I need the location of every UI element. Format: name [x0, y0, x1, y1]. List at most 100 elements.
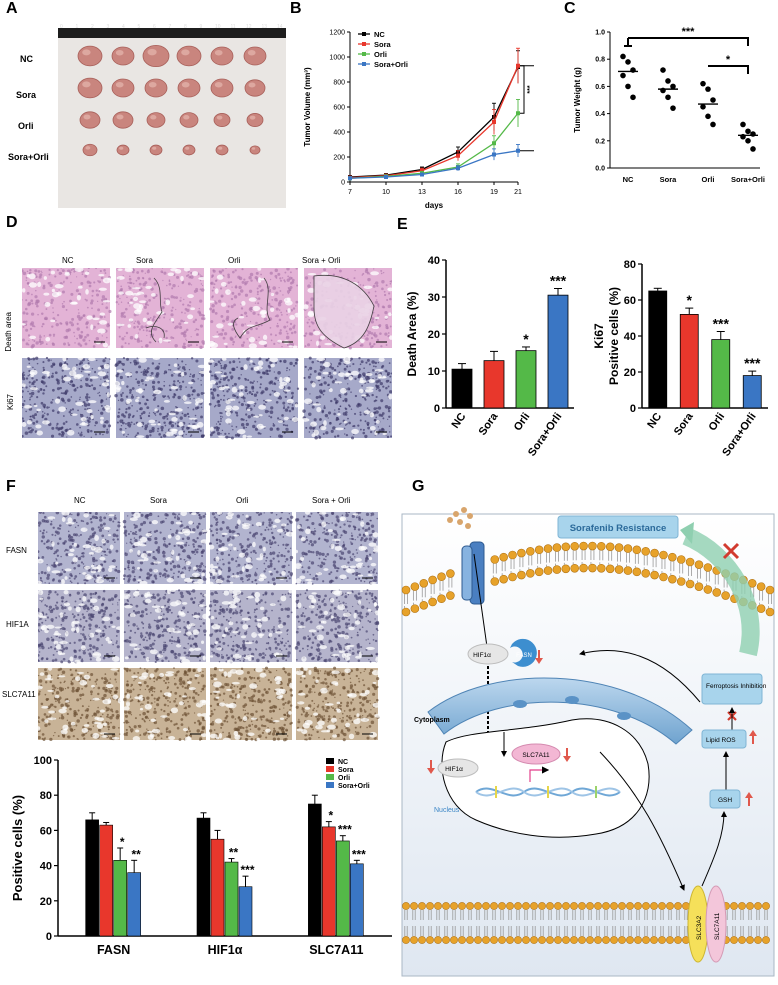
- y-tick-label: 0.8: [595, 57, 605, 64]
- y-tick-label: 60: [40, 825, 52, 837]
- data-point: [516, 148, 520, 153]
- ferroptosis-label: Ferroptosis Inhibition: [706, 683, 767, 690]
- ruler-number: 13: [261, 24, 268, 30]
- legend-entry: Orli: [338, 775, 350, 782]
- panel-d: NC Sora Orli Sora + Orli Death area Ki67: [0, 228, 395, 443]
- data-point: [620, 53, 626, 60]
- ihc-stain-image: [38, 512, 121, 585]
- ihc-grid: [38, 512, 381, 743]
- fasn-down-arrow: [535, 650, 543, 664]
- slc7a11-nucleus-label: SLC7A11: [522, 752, 550, 759]
- significance-stars: ***: [744, 355, 761, 371]
- ihc-stain-image: [207, 512, 295, 586]
- y-tick-label: 40: [40, 861, 52, 873]
- f-row-slc7a11: SLC7A11: [2, 690, 36, 699]
- significance-stars: ***: [527, 85, 534, 93]
- hif1a-nucleus-label: HIF1α: [445, 766, 463, 773]
- data-point: [740, 121, 746, 128]
- data-point: [516, 63, 520, 68]
- gsh-up-arrow: [745, 792, 753, 806]
- data-point: [665, 94, 671, 101]
- ruler-number: 2: [91, 24, 94, 30]
- y-tick-label: 600: [333, 105, 345, 112]
- ihc-stain-image: [294, 512, 381, 585]
- slc7a11-down-arrow: [563, 748, 571, 762]
- uptake-arrow: [473, 553, 491, 655]
- y-tick-label: 0: [434, 403, 440, 415]
- y-tick-label: 0.4: [595, 111, 605, 118]
- y-tick-label: 20: [624, 367, 636, 379]
- x-tick-label: NC: [623, 175, 634, 184]
- y-axis-label: Death Area (%): [405, 292, 419, 377]
- significance-stars: *: [120, 835, 125, 849]
- membrane-to-gsh-arrow: [701, 811, 727, 887]
- row-label-sora-orli: Sora+Orli: [8, 152, 49, 162]
- data-point: [660, 67, 666, 73]
- sorafenib-resistance-label: Sorafenib Resistance: [570, 523, 667, 534]
- data-point: [700, 80, 706, 87]
- ruler-number: 8: [184, 24, 187, 30]
- ruler-number: 6: [153, 24, 156, 30]
- panel-letter-d: D: [6, 214, 18, 231]
- slc3a2-label: SLC3A2: [696, 915, 703, 940]
- x-tick-label: 7: [348, 189, 352, 196]
- tumor-sample: [244, 79, 266, 97]
- y-tick-label: 100: [34, 755, 52, 767]
- chart-title: Ki67: [592, 323, 606, 349]
- ihc-stain-image: [121, 588, 209, 664]
- data-point: [625, 59, 631, 65]
- x-tick-label: Orli: [707, 411, 728, 433]
- data-point: [516, 111, 520, 116]
- significance-stars: ***: [240, 863, 254, 877]
- legend-entry: NC: [338, 759, 348, 766]
- f-row-fasn: FASN: [6, 546, 27, 555]
- nucleus-label: Nucleus: [434, 807, 460, 814]
- he-stain-image: [206, 268, 301, 350]
- y-tick-label: 1000: [329, 55, 345, 62]
- ruler-number: 12: [246, 24, 252, 30]
- ihc-stain-image: [122, 512, 209, 586]
- bar: [210, 838, 225, 937]
- ruler-number: 3: [106, 24, 110, 30]
- ruler-number: 14: [277, 24, 283, 30]
- panel-letter-f: F: [6, 478, 16, 495]
- cell-membrane-bottom: [402, 902, 770, 944]
- tumor-sample: [179, 112, 199, 128]
- y-tick-label: 20: [428, 329, 440, 341]
- significance-stars: *: [726, 54, 731, 66]
- legend-entry: Sora+Orli: [338, 783, 370, 790]
- ruler-number: 0: [60, 24, 63, 30]
- he-stain-image: [302, 268, 392, 350]
- resistance-arrowhead: [680, 522, 694, 544]
- panel-f: NC Sora Orli Sora + Orli FASN HIF1A SLC7…: [0, 490, 400, 980]
- data-point: [420, 168, 424, 173]
- bar: [196, 817, 211, 937]
- tumor-sample: [249, 145, 261, 155]
- bar: [679, 314, 699, 409]
- tumor-sample: [77, 45, 103, 67]
- bar: [113, 860, 127, 937]
- fasn-node: [510, 638, 537, 667]
- y-axis-label: Tumor Weight (g): [573, 67, 582, 133]
- significance-stars: **: [229, 846, 239, 860]
- y-tick-label: 0: [46, 931, 52, 943]
- bar: [99, 824, 113, 937]
- data-point: [670, 105, 676, 111]
- x-tick-label: NC: [645, 411, 664, 431]
- histology-grid: [22, 268, 392, 440]
- significance-stars: *: [523, 331, 529, 347]
- slc7a11-transporter: [705, 885, 727, 963]
- d-col-sora-orli: Sora + Orli: [302, 256, 341, 265]
- y-tick-label: 0: [630, 403, 636, 415]
- x-axis-label: days: [425, 201, 444, 210]
- legend-entry: Orli: [374, 50, 387, 59]
- ruler-number: 5: [137, 24, 141, 30]
- y-tick-label: 200: [333, 155, 345, 162]
- y-axis-label: Positive cells (%): [10, 795, 25, 901]
- tumor-sample: [213, 113, 231, 127]
- data-point: [630, 94, 636, 101]
- ruler-number: 1: [75, 24, 79, 30]
- cytoplasm-label: Cytoplasm: [414, 717, 450, 724]
- lipid-ros-up-arrow: [749, 730, 757, 744]
- data-point: [705, 113, 711, 120]
